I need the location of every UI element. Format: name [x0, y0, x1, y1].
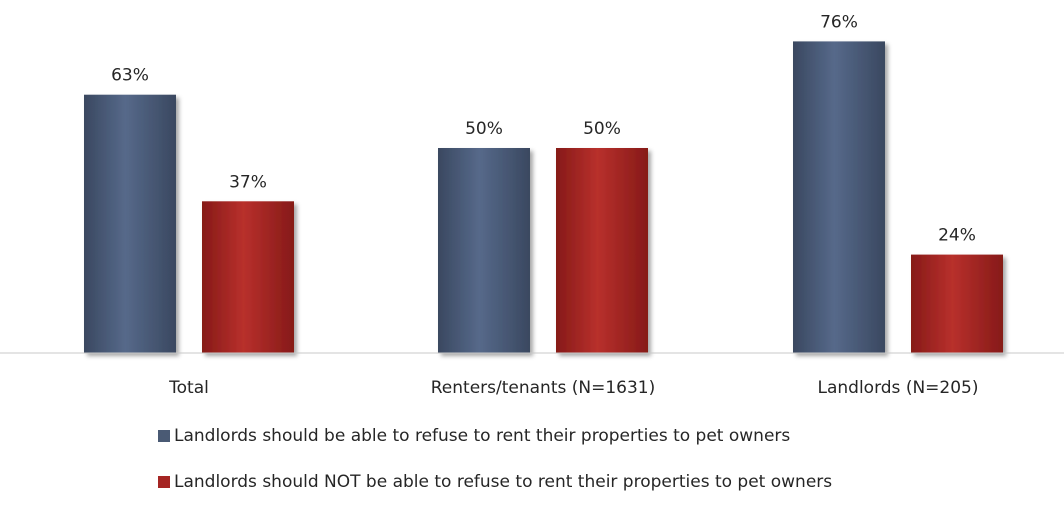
bar-renters-tenants-n-1631-series-2 — [556, 148, 648, 353]
data-label-renters-tenants-n-1631-series-1: 50% — [465, 119, 503, 139]
legend-label-should-refuse: Landlords should be able to refuse to re… — [174, 426, 791, 446]
legend-swatch-blue — [158, 430, 170, 442]
data-label-landlords-n-205-series-1: 76% — [820, 12, 858, 32]
data-label-total-series-1: 63% — [111, 66, 149, 86]
bar-landlords-n-205-series-1 — [793, 41, 885, 354]
data-label-landlords-n-205-series-2: 24% — [938, 226, 976, 246]
x-tick-label-renters-tenants-n-1631: Renters/tenants (N=1631) — [431, 378, 656, 398]
legend-label-should-not-refuse: Landlords should NOT be able to refuse t… — [174, 472, 833, 492]
chart: 63% 37% Total 50% 50% Renters/tenants (N=1631… — [0, 12, 1064, 492]
legend: Landlords should be able to refuse to re… — [158, 424, 832, 516]
x-tick-label-landlords-n-205: Landlords (N=205) — [818, 378, 979, 398]
bar-total-series-1 — [84, 94, 176, 353]
data-label-total-series-2: 37% — [229, 172, 267, 192]
bar-renters-tenants-n-1631-series-1 — [438, 148, 530, 353]
bar-landlords-n-205-series-2 — [911, 254, 1003, 353]
legend-item-should-not-refuse: Landlords should NOT be able to refuse t… — [158, 470, 832, 494]
x-tick-label-total: Total — [168, 378, 209, 398]
data-label-renters-tenants-n-1631-series-2: 50% — [583, 119, 621, 139]
legend-item-should-refuse: Landlords should be able to refuse to re… — [158, 424, 832, 448]
bar-chart: 63% 37% Total 50% 50% Renters/tenants (N=1631… — [0, 12, 1064, 398]
legend-swatch-red — [158, 476, 170, 488]
bar-total-series-2 — [202, 201, 294, 353]
